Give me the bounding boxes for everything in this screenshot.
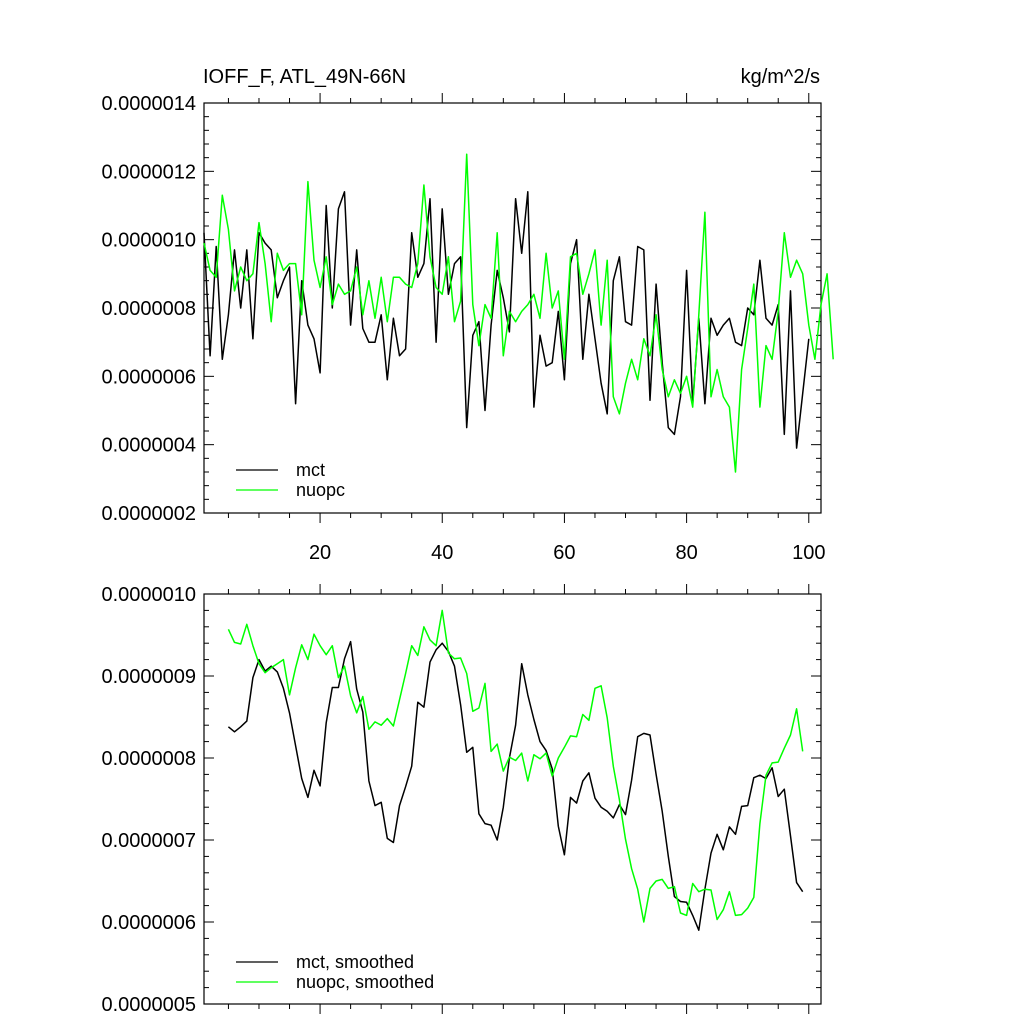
series-line-mct <box>203 191 810 449</box>
y-tick-label: 0.0000010 <box>101 584 196 606</box>
series-layer <box>203 153 834 473</box>
legend-label-nuopc-smoothed: nuopc, smoothed <box>296 972 434 992</box>
plot-frame <box>203 102 822 514</box>
y-tick-label: 0.0000009 <box>101 666 196 688</box>
legend-label-mct-smoothed: mct, smoothed <box>296 952 414 972</box>
series-layer <box>227 609 804 931</box>
series-line-mct-smoothed <box>227 640 804 931</box>
panel-top: IOFF_F, ATL_49N-66N kg/m^2/s 0.00000020.… <box>101 66 834 564</box>
panel-bottom: 0.0000005 0.0000006 0.0000007 0.0000008 0.00… <box>101 584 822 1016</box>
y-tick-label: 0.0000004 <box>101 435 196 457</box>
x-tick-label: 80 <box>675 542 697 564</box>
x-axis: 20 40 60 80 100 <box>227 93 825 564</box>
y-tick-label: 0.0000006 <box>101 366 196 388</box>
x-tick-label: 20 <box>309 542 331 564</box>
y-tick-label: 0.0000008 <box>101 298 196 320</box>
y-tick-label: 0.0000012 <box>101 161 196 183</box>
x-tick-label: 60 <box>553 542 575 564</box>
legend-label-mct: mct <box>296 460 325 480</box>
y-tick-label: 0.0000005 <box>101 994 196 1016</box>
y-tick-label: 0.0000010 <box>101 230 196 252</box>
x-axis <box>227 584 810 1014</box>
legend: mct nuopc <box>236 460 345 500</box>
y-tick-label: 0.0000006 <box>101 912 196 934</box>
legend-label-nuopc: nuopc <box>296 480 345 500</box>
y-tick-label: 0.0000014 <box>101 93 196 115</box>
chart-units: kg/m^2/s <box>741 66 820 88</box>
chart-title: IOFF_F, ATL_49N-66N <box>203 66 406 88</box>
legend: mct, smoothed nuopc, smoothed <box>236 952 434 992</box>
series-line-nuopc <box>203 153 834 473</box>
x-tick-label: 40 <box>431 542 453 564</box>
y-axis: 0.0000002 0.0000004 0.0000006 0.0000008 0.00… <box>101 93 821 525</box>
y-tick-label: 0.0000008 <box>101 748 196 770</box>
y-axis: 0.0000005 0.0000006 0.0000007 0.0000008 0.00… <box>101 584 821 1016</box>
plot-frame <box>203 593 822 1005</box>
y-tick-label: 0.0000002 <box>101 503 196 525</box>
y-tick-label: 0.0000007 <box>101 830 196 852</box>
x-tick-label: 100 <box>792 542 825 564</box>
series-line-nuopc-smoothed <box>227 609 804 923</box>
